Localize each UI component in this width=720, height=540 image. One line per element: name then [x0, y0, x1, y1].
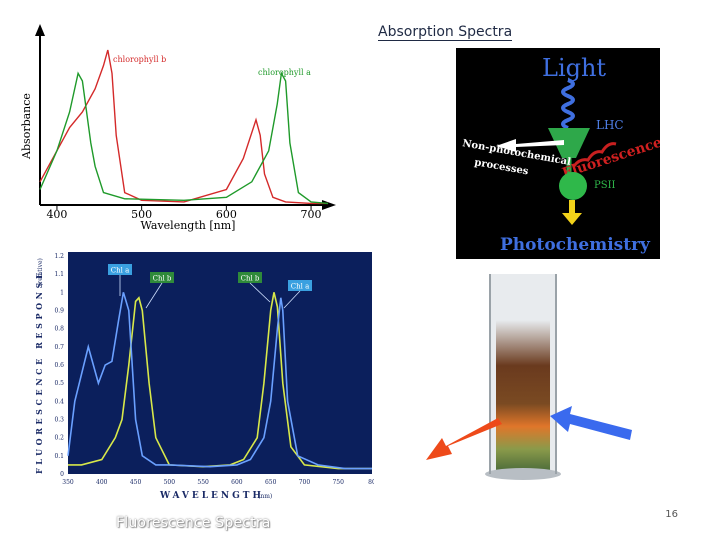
- fluorescence-x-tick-label: 450: [130, 479, 142, 486]
- chlorophyll-b-label: chlorophyll b: [113, 55, 166, 64]
- label-chl-a-1: Chl a: [111, 267, 130, 275]
- fluorescence-y-tick-label: 0.3: [54, 417, 64, 424]
- fluorescence-x-tick-label: 750: [332, 479, 344, 486]
- photochemistry-label: Photochemistry: [500, 235, 651, 255]
- page-number: 16: [665, 509, 678, 520]
- fluorescence-y-tick-label: 0.8: [54, 326, 64, 333]
- fluorescence-x-label: WAVELENGTH: [159, 491, 264, 501]
- light-title: Light: [542, 54, 606, 82]
- label-pointer-chl-a-2: [283, 290, 301, 309]
- absorption-y-arrow: [35, 24, 45, 36]
- label-chl-a-2: Chl a: [291, 283, 310, 291]
- fluorescence-y-tick-label: 0.7: [54, 344, 64, 351]
- label-box-chl-b-2: [238, 272, 262, 283]
- fluorescence-x-ticks: 350 400 450 500 550 600 650 700 750 80: [62, 479, 374, 486]
- light-wave-icon: [561, 78, 575, 130]
- absorption-x-ticks: 400 500 600 700: [46, 205, 322, 221]
- fluorescence-y-tick-label: 1: [60, 289, 64, 296]
- fluorescence-y-tick-label: 1.1: [54, 271, 64, 278]
- label-chl-b-2: Chl b: [241, 275, 260, 283]
- slide-title: Absorption Spectra: [378, 24, 513, 41]
- non-photochemical-arrow: [496, 139, 564, 152]
- chlorophyll-a-label: chlorophyll a: [258, 68, 311, 77]
- psii-label: PSII: [594, 180, 616, 191]
- fluorescence-y-tick-label: 0.6: [54, 362, 64, 369]
- fluorescence-wave-icon: [572, 142, 617, 167]
- psii-ball-icon: [559, 172, 587, 200]
- emitted-light-arrow: [426, 418, 502, 460]
- fluorescence-x-tick-label: 550: [197, 479, 209, 486]
- light-photochemistry-diagram: Light LHC Non-photochemical processes Fl…: [456, 48, 660, 259]
- lhc-funnel-icon: [548, 128, 590, 158]
- fluorescence-chl-a-curve: [67, 292, 372, 470]
- fluorescence-caption: Fluorescence Spectra: [116, 515, 271, 531]
- absorption-x-tick-label: 500: [131, 208, 152, 221]
- fluorescence-x-tick-label: 600: [231, 479, 243, 486]
- fluorescence-x-tick-label: 80: [368, 479, 374, 486]
- fluorescence-y-tick-label: 1.2: [54, 253, 64, 260]
- absorption-x-arrow: [322, 200, 336, 210]
- fluorescence-y-tick-label: 0.9: [54, 308, 64, 315]
- fluorescence-x-unit: (nm): [258, 493, 272, 500]
- diagram-background: [456, 48, 660, 259]
- fluorescence-y-tick-label: 0.2: [54, 435, 64, 442]
- fluorescence-x-tick-label: 400: [96, 479, 108, 486]
- absorption-x-tick-label: 400: [46, 208, 67, 221]
- fluorescence-y-tick-label: 0.4: [54, 398, 64, 405]
- lhc-label: LHC: [596, 118, 624, 132]
- chlorophyll-a-curve: [39, 71, 329, 205]
- label-chl-b-1: Chl b: [153, 275, 172, 283]
- fluorescence-chart: 1.2 1.1 1 0.9 0.8 0.7 0.6 0.5 0.4 0.3 0.2 0.1 0 350 4…: [36, 252, 374, 501]
- cuvette-photo: [426, 274, 632, 480]
- fluorescence-y-ticks: 1.2 1.1 1 0.9 0.8 0.7 0.6 0.5 0.4 0.3 0.2 0.1 0: [54, 253, 64, 478]
- photochemistry-arrow-shaft: [569, 200, 575, 214]
- fluorescence-plot-background: [68, 252, 372, 474]
- fluorescence-y-tick-label: 0.1: [54, 453, 64, 460]
- fluorescence-y-tick-label: 0.5: [54, 380, 64, 387]
- absorption-chart: 400 500 600 700 chlorophyll b chlorophyll a…: [20, 24, 336, 232]
- label-box-chl-a-1: [108, 264, 132, 275]
- absorption-x-label: Wavelength [nm]: [141, 219, 236, 232]
- cuvette-base: [485, 468, 561, 480]
- incident-light-arrow: [550, 406, 632, 440]
- label-box-chl-a-2: [288, 280, 312, 291]
- chlorophyll-b-curve: [39, 49, 328, 205]
- absorption-x-tick-label: 700: [301, 208, 322, 221]
- fluorescence-x-tick-label: 650: [265, 479, 277, 486]
- fluorescence-y-label: FLUORESCENCE RESPONSE: [36, 269, 44, 474]
- label-pointer-chl-b-2: [249, 282, 271, 303]
- absorption-y-label: Absorbance: [20, 93, 33, 160]
- fluorescence-x-tick-label: 500: [164, 479, 176, 486]
- label-pointer-chl-b-1: [145, 282, 163, 309]
- photochemistry-arrow-head: [562, 213, 582, 225]
- absorption-x-tick-label: 600: [216, 208, 237, 221]
- cuvette-solution: [496, 320, 550, 472]
- fluorescence-y-unit: (relative): [37, 258, 44, 286]
- label-box-chl-b-1: [150, 272, 174, 283]
- fluorescence-x-tick-label: 350: [62, 479, 74, 486]
- fluorescence-x-tick-label: 700: [299, 479, 311, 486]
- fluorescence-y-tick-label: 0: [60, 471, 64, 478]
